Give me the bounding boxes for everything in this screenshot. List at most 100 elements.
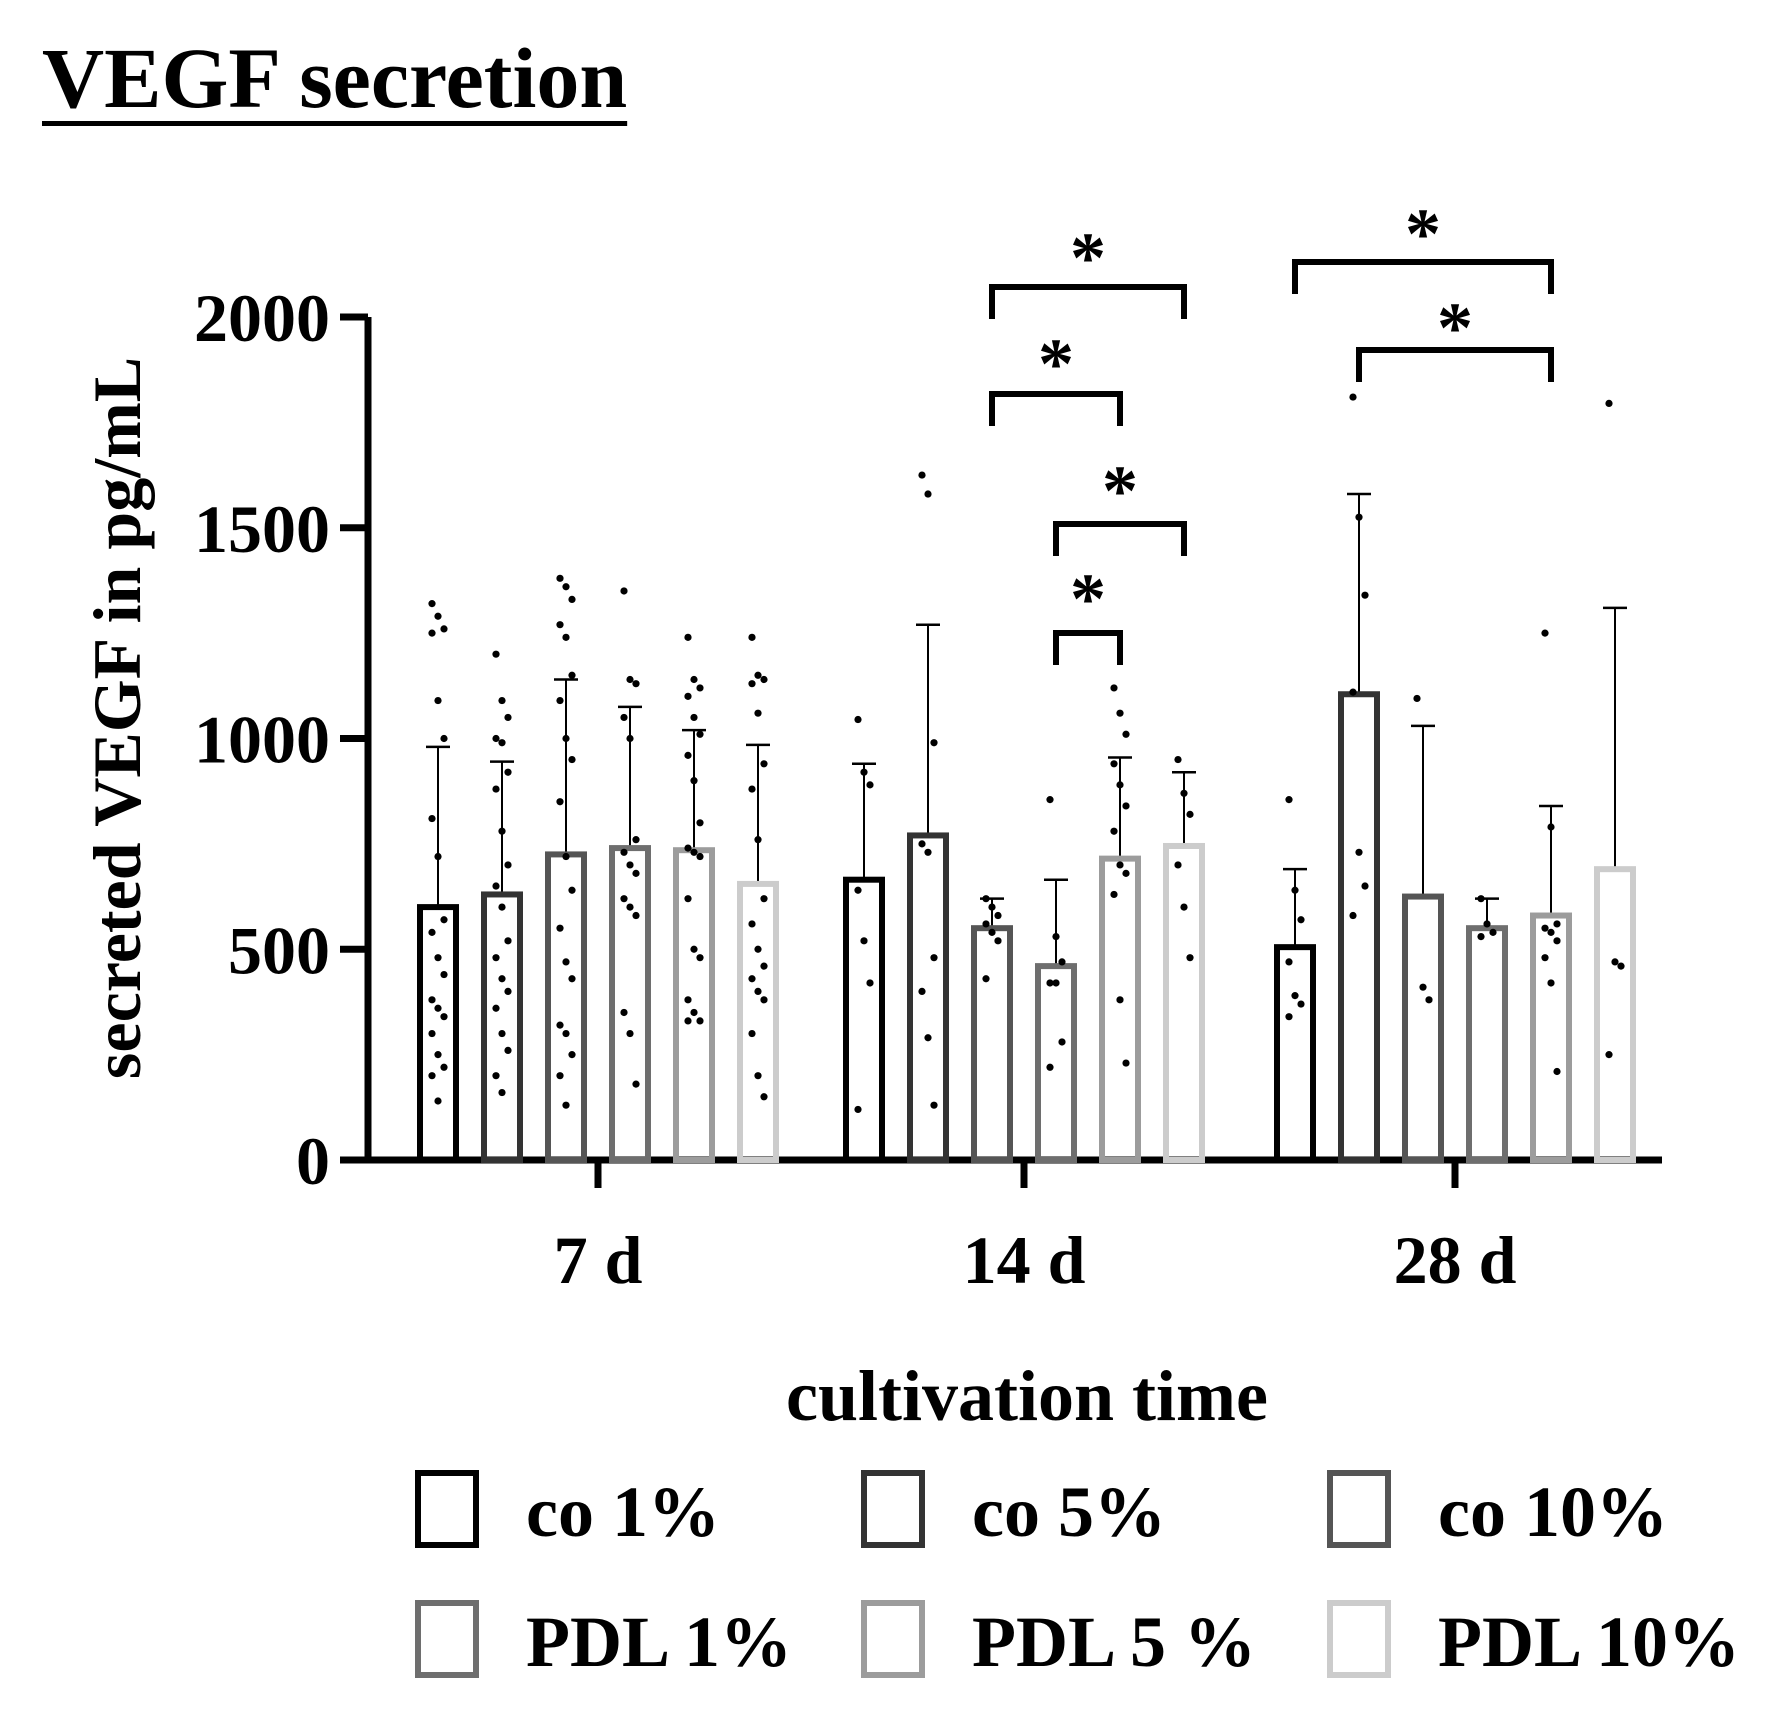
- data-point: [1046, 1063, 1054, 1071]
- data-point: [854, 1105, 862, 1114]
- data-point: [1116, 996, 1124, 1004]
- data-point: [428, 1072, 436, 1080]
- data-point: [1349, 393, 1357, 401]
- data-point: [620, 848, 628, 856]
- data-point: [918, 987, 926, 996]
- significance-bracket: [989, 391, 1123, 426]
- data-point: [930, 739, 938, 747]
- data-point: [696, 852, 704, 861]
- data-point: [748, 785, 756, 793]
- data-point: [556, 696, 564, 705]
- data-point: [556, 798, 564, 806]
- data-point: [1110, 827, 1118, 835]
- data-point: [562, 734, 570, 743]
- data-point: [440, 625, 448, 633]
- data-point: [696, 730, 704, 738]
- data-point: [1419, 983, 1427, 991]
- bar: [737, 880, 779, 1163]
- y-tick-label: 1500: [194, 491, 330, 567]
- data-point: [1174, 755, 1182, 764]
- data-point: [504, 987, 512, 996]
- bar: [1274, 944, 1316, 1164]
- data-point: [1110, 684, 1118, 692]
- data-point: [1110, 760, 1118, 768]
- data-point: [1116, 709, 1124, 717]
- data-point: [982, 975, 990, 983]
- data-point: [754, 836, 762, 844]
- bar: [609, 845, 651, 1164]
- data-point: [1361, 882, 1369, 890]
- data-point: [684, 1017, 692, 1025]
- data-point: [1285, 958, 1293, 966]
- data-point: [556, 924, 564, 932]
- data-point: [1547, 823, 1555, 831]
- data-point: [754, 945, 762, 953]
- y-tick-label: 1000: [194, 702, 330, 778]
- bar: [673, 847, 715, 1163]
- data-point: [854, 715, 862, 724]
- data-point: [1553, 937, 1561, 945]
- data-point: [924, 848, 932, 856]
- bar: [843, 876, 885, 1163]
- data-point: [632, 869, 640, 877]
- data-point: [994, 937, 1002, 945]
- data-point: [760, 760, 768, 768]
- data-point: [690, 777, 698, 785]
- bar: [1035, 963, 1077, 1163]
- legend-swatch: [1327, 1600, 1391, 1678]
- bar: [971, 925, 1013, 1163]
- data-point: [428, 814, 436, 823]
- bar: [1099, 855, 1141, 1163]
- data-point: [562, 583, 570, 591]
- legend-swatch: [861, 1600, 925, 1678]
- data-point: [1355, 513, 1363, 521]
- data-point: [690, 848, 698, 856]
- data-point: [1425, 996, 1433, 1004]
- bar: [1530, 912, 1572, 1164]
- legend-label: co 5%: [972, 1472, 1166, 1552]
- data-point: [434, 852, 442, 861]
- data-point: [626, 861, 634, 869]
- data-point: [1541, 924, 1549, 932]
- data-point: [556, 621, 564, 629]
- data-point: [1489, 928, 1497, 936]
- data-point: [918, 471, 926, 479]
- data-point: [568, 595, 576, 604]
- bar: [1466, 925, 1508, 1163]
- data-point: [1349, 911, 1357, 920]
- data-point: [748, 1029, 756, 1038]
- data-point: [504, 1046, 512, 1055]
- data-point: [1291, 886, 1299, 894]
- data-point: [1058, 958, 1066, 966]
- data-point: [1413, 694, 1421, 703]
- data-point: [1617, 962, 1625, 970]
- data-point: [568, 886, 576, 894]
- data-point: [562, 1029, 570, 1038]
- data-point: [1058, 1038, 1066, 1046]
- data-point: [696, 684, 704, 692]
- data-point: [556, 1021, 564, 1029]
- data-point: [1297, 916, 1305, 924]
- data-point: [1186, 810, 1194, 818]
- data-point: [748, 920, 756, 928]
- data-point: [930, 954, 938, 962]
- legend-label: co 1%: [526, 1472, 720, 1552]
- data-point: [684, 996, 692, 1004]
- data-point: [428, 928, 436, 936]
- data-point: [1122, 1059, 1130, 1067]
- data-point: [1110, 890, 1118, 899]
- data-point: [760, 675, 768, 684]
- data-point: [684, 895, 692, 903]
- significance-label: *: [1102, 451, 1138, 531]
- data-point: [690, 675, 698, 684]
- data-point: [860, 937, 868, 945]
- bar: [1338, 691, 1380, 1163]
- data-point: [434, 1004, 442, 1012]
- data-point: [568, 1051, 576, 1059]
- data-point: [632, 911, 640, 920]
- data-point: [556, 574, 564, 582]
- data-point: [440, 916, 448, 924]
- bar: [481, 891, 523, 1164]
- data-point: [690, 1008, 698, 1017]
- data-point: [1116, 861, 1124, 869]
